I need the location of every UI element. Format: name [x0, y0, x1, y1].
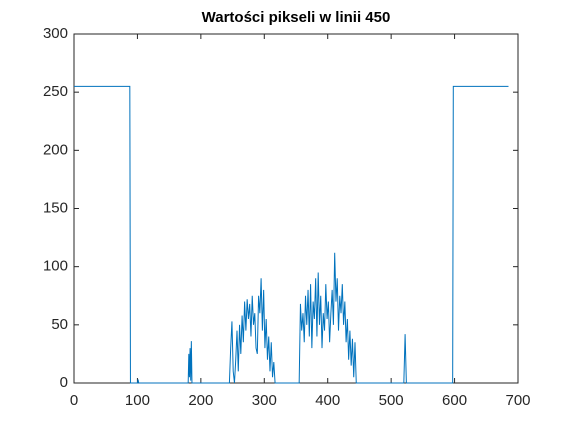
- y-tick-label: 250: [43, 83, 68, 100]
- x-tick-label: 300: [252, 392, 277, 409]
- y-tick-label: 150: [43, 199, 68, 216]
- line: [74, 85, 509, 384]
- y-tick-label: 300: [43, 25, 68, 42]
- x-tick-label: 100: [125, 392, 150, 409]
- x-tick-label: 400: [315, 392, 340, 409]
- chart-title: Wartości pikseli w linii 450: [202, 9, 391, 26]
- y-tick-label: 0: [60, 374, 68, 391]
- y-tick-label: 200: [43, 141, 68, 158]
- y-tick-label: 50: [51, 316, 68, 333]
- y-tick-label: 100: [43, 258, 68, 275]
- x-tick-label: 0: [70, 392, 78, 409]
- x-tick-label: 200: [188, 392, 213, 409]
- x-tick-label: 600: [442, 392, 467, 409]
- x-tick-label: 700: [505, 392, 530, 409]
- x-tick-label: 500: [379, 392, 404, 409]
